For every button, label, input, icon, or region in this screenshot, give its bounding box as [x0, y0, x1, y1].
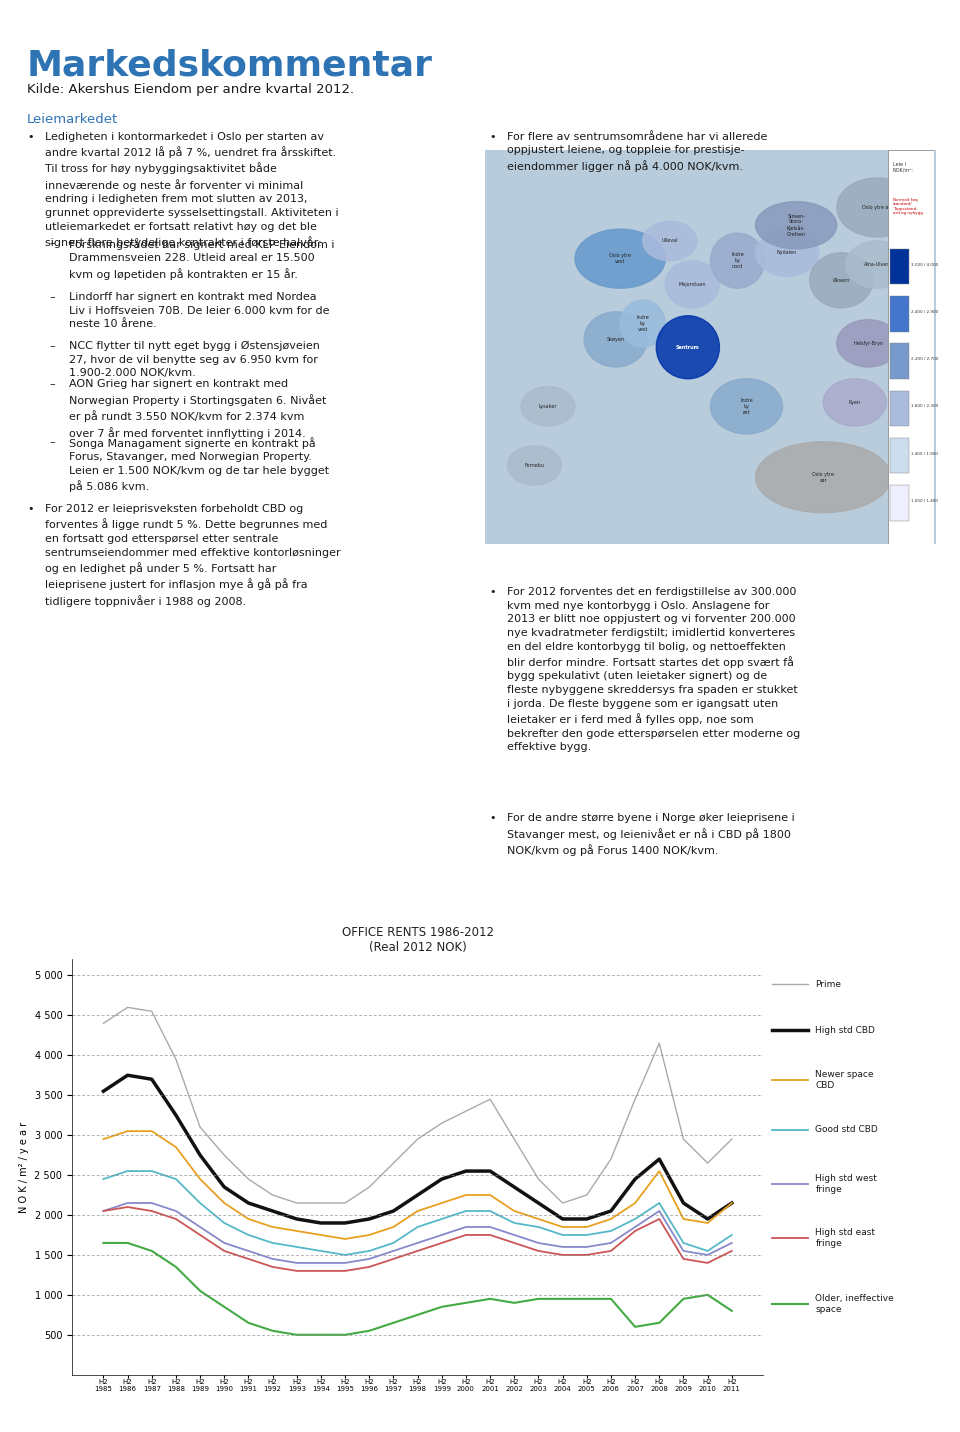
Text: –: –	[50, 238, 56, 248]
Y-axis label: N O K / m² / y e a r: N O K / m² / y e a r	[19, 1121, 29, 1213]
Text: Lysaker: Lysaker	[539, 404, 557, 408]
Ellipse shape	[809, 252, 873, 308]
Text: High std CBD: High std CBD	[815, 1025, 876, 1034]
Text: Kilde: Akershus Eiendom per andre kvartal 2012.: Kilde: Akershus Eiendom per andre kvarta…	[27, 83, 354, 96]
Text: NCC flytter til nytt eget bygg i Østensjøveien
27, hvor de vil benytte seg av 6.: NCC flytter til nytt eget bygg i Østensj…	[69, 341, 320, 378]
Text: For de andre større byene i Norge øker leieprisene i
Stavanger mest, og leienivå: For de andre større byene i Norge øker l…	[507, 813, 795, 856]
Text: 1.400 / 1.900: 1.400 / 1.900	[911, 451, 938, 455]
Ellipse shape	[756, 441, 891, 513]
Ellipse shape	[756, 229, 819, 276]
Ellipse shape	[584, 312, 647, 367]
Text: Sinsen-
Storo-
Kjelsås-
Grefsen: Sinsen- Storo- Kjelsås- Grefsen	[786, 213, 805, 236]
Ellipse shape	[521, 387, 575, 427]
Ellipse shape	[823, 378, 886, 427]
Text: Sentrum: Sentrum	[676, 345, 700, 349]
Ellipse shape	[710, 233, 764, 288]
Text: Forskningsrådet har signert med KLP Eiendom i
Drammensveien 228. Utleid areal er: Forskningsrådet har signert med KLP Eien…	[69, 238, 335, 279]
Text: For 2012 forventes det en ferdigstillelse av 300.000
kvm med nye kontorbygg i Os: For 2012 forventes det en ferdigstillels…	[507, 587, 800, 752]
Text: Helsfyr-Bryn: Helsfyr-Bryn	[853, 341, 883, 345]
Text: •: •	[27, 504, 34, 514]
Ellipse shape	[507, 445, 562, 485]
Text: Newer space
CBD: Newer space CBD	[815, 1070, 874, 1090]
Text: –: –	[50, 292, 56, 302]
Text: Indre
by
nord: Indre by nord	[732, 252, 744, 269]
Bar	[890, 344, 909, 378]
Text: For 2012 er leieprisveksten forbeholdt CBD og
forventes å ligge rundt 5 %. Dette: For 2012 er leieprisveksten forbeholdt C…	[45, 504, 341, 607]
Bar	[890, 296, 909, 331]
Text: •: •	[27, 132, 34, 142]
Text: Majorstuen: Majorstuen	[679, 282, 707, 286]
Text: Skøyen: Skøyen	[607, 337, 625, 342]
Text: Good std CBD: Good std CBD	[815, 1126, 878, 1134]
Text: High std east
fringe: High std east fringe	[815, 1227, 876, 1247]
Text: Alna-Ulven: Alna-Ulven	[864, 262, 891, 266]
Text: High std west
fringe: High std west fringe	[815, 1174, 877, 1194]
Ellipse shape	[620, 299, 665, 347]
Bar	[890, 438, 909, 473]
Ellipse shape	[665, 261, 719, 308]
Text: Fornebu: Fornebu	[524, 463, 544, 468]
Text: Older, ineffective
space: Older, ineffective space	[815, 1295, 894, 1315]
Ellipse shape	[710, 378, 782, 434]
Text: Lindorff har signert en kontrakt med Nordea
Liv i Hoffsveien 70B. De leier 6.000: Lindorff har signert en kontrakt med Nor…	[69, 292, 329, 329]
Text: –: –	[50, 341, 56, 351]
Bar	[890, 249, 909, 284]
Ellipse shape	[756, 202, 837, 249]
Text: Ulleval: Ulleval	[661, 239, 678, 243]
Text: •: •	[490, 813, 496, 823]
Text: 1.000 / 1.400: 1.000 / 1.400	[911, 498, 938, 503]
Ellipse shape	[657, 316, 719, 378]
Text: Ryen: Ryen	[849, 400, 861, 405]
Text: Indre
by
øst: Indre by øst	[740, 398, 753, 415]
Ellipse shape	[846, 241, 909, 288]
Ellipse shape	[837, 178, 918, 238]
Text: 3.000 / 4.000: 3.000 / 4.000	[911, 262, 938, 266]
Text: AON Grieg har signert en kontrakt med
Norwegian Property i Stortingsgaten 6. Niv: AON Grieg har signert en kontrakt med No…	[69, 379, 326, 438]
Bar	[890, 391, 909, 427]
Text: For flere av sentrumsområdene har vi allerede
oppjustert leiene, og toppleie for: For flere av sentrumsområdene har vi all…	[507, 132, 767, 172]
Text: –: –	[50, 379, 56, 390]
Text: Oslo ytre
vest: Oslo ytre vest	[610, 253, 631, 263]
Text: 1.600 / 2.300: 1.600 / 2.300	[911, 404, 938, 408]
Ellipse shape	[837, 319, 900, 367]
Text: Øksern: Øksern	[832, 278, 850, 282]
Text: •: •	[490, 587, 496, 597]
Title: OFFICE RENTS 1986-2012
(Real 2012 NOK): OFFICE RENTS 1986-2012 (Real 2012 NOK)	[342, 927, 493, 954]
Bar	[890, 485, 909, 520]
Ellipse shape	[575, 229, 665, 288]
Text: Oslo ytre øst: Oslo ytre øst	[862, 205, 893, 211]
Text: 2.200 / 2.700: 2.200 / 2.700	[911, 357, 939, 361]
Text: Indre
by
vest: Indre by vest	[636, 315, 649, 332]
Text: Oslo ytre
sør: Oslo ytre sør	[812, 471, 834, 483]
Text: –: –	[50, 437, 56, 447]
Text: 2.400 / 2.900: 2.400 / 2.900	[911, 309, 938, 314]
Text: Normalt høy
standard/
Toppsstand-
ard og nybygg: Normalt høy standard/ Toppsstand- ard og…	[893, 198, 923, 215]
Text: Nydalen: Nydalen	[777, 251, 797, 255]
Text: Markedskommentar: Markedskommentar	[27, 49, 433, 83]
Text: Songa Managament signerte en kontrakt på
Forus, Stavanger, med Norwegian Propert: Songa Managament signerte en kontrakt på…	[69, 437, 329, 493]
Text: •: •	[490, 132, 496, 142]
Text: Leiemarkedet: Leiemarkedet	[27, 113, 118, 126]
Text: Leie i
NOK/m²:: Leie i NOK/m²:	[893, 162, 914, 173]
Text: Ledigheten i kontormarkedet i Oslo per starten av
andre kvartal 2012 lå på 7 %, : Ledigheten i kontormarkedet i Oslo per s…	[45, 132, 339, 248]
Ellipse shape	[643, 221, 697, 261]
Text: Prime: Prime	[815, 979, 841, 990]
